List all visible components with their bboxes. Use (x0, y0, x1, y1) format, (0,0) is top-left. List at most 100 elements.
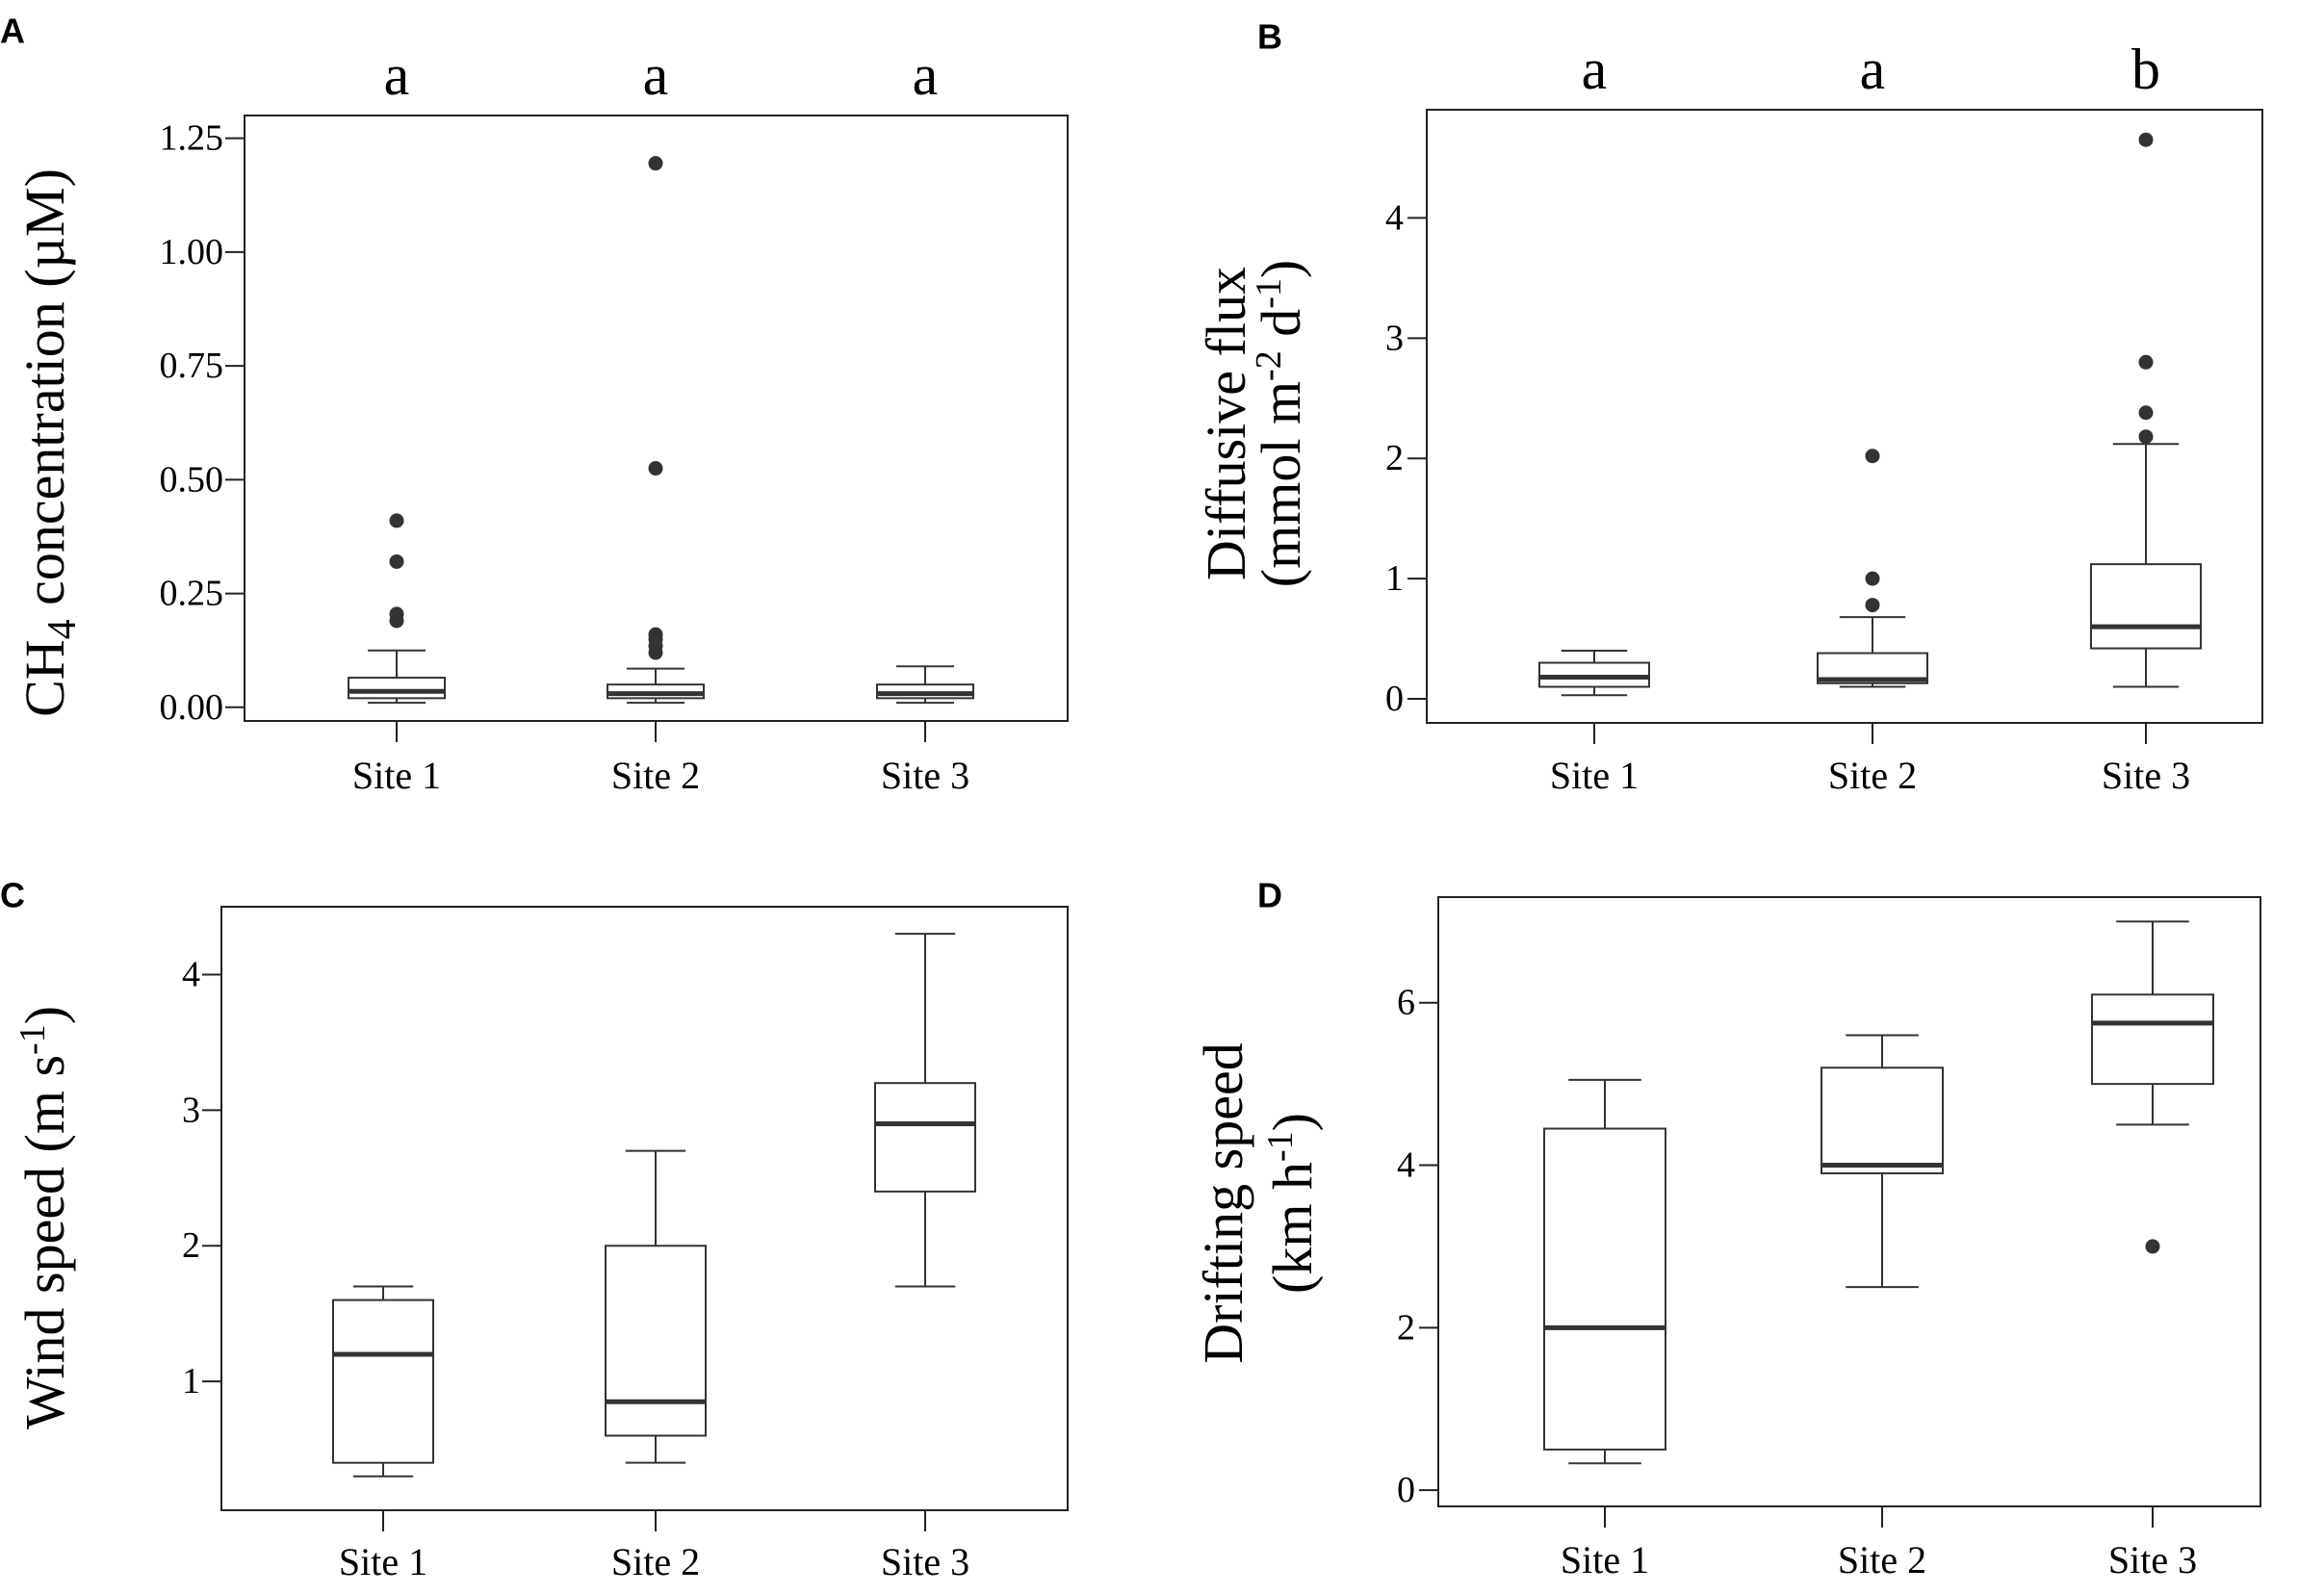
boxplot-2 (1817, 449, 1928, 688)
significance-letter: a (1582, 38, 1608, 101)
outlier-point (2138, 405, 2154, 421)
x-tick-label: Site 2 (1828, 754, 1917, 797)
y-tick-label: 4 (1397, 1145, 1415, 1186)
boxplot-3 (2090, 132, 2202, 688)
panel-letter: D (1257, 876, 1282, 915)
y-tick-label: 0.75 (160, 346, 224, 386)
outlier-point (2138, 132, 2154, 147)
y-axis-label-superscript: -1 (13, 1024, 53, 1055)
boxplot-3 (876, 665, 974, 705)
chart-panel-d: D 0 2 4 6 Site 1 Site 2 Site 3 Drifting speed (km… (1192, 876, 2261, 1581)
outlier-point (1865, 598, 1880, 613)
y-axis-label-text: ) (1250, 260, 1312, 278)
y-axis-label-text: Wind speed (m s (13, 1055, 76, 1429)
y-axis-label-subscript: 4 (40, 619, 85, 639)
y-axis-label-text: CH (13, 639, 76, 717)
plot-frame (1426, 109, 2263, 724)
y-axis-label-line1: Drifting speed (1192, 1042, 1254, 1363)
significance-letter: a (643, 43, 669, 107)
y-axis-label: CH4 concentration (µM) (13, 168, 85, 717)
iqr-box (332, 1298, 434, 1464)
y-axis-label-text: (mmol m (1250, 381, 1312, 587)
boxplot-3 (874, 933, 976, 1288)
x-tick-label: Site 1 (352, 754, 441, 797)
plot-frame (220, 906, 1069, 1511)
significance-letter: a (1860, 38, 1886, 101)
y-tick-label: 6 (1397, 983, 1415, 1023)
y-axis-label-superscript: -1 (1249, 278, 1289, 309)
y-axis-label-text: ) (13, 1006, 76, 1024)
y-tick-label: 2 (1385, 438, 1404, 478)
panel-letter: B (1257, 17, 1282, 57)
x-tick-label: Site 2 (1838, 1538, 1926, 1581)
significance-letter: b (2131, 38, 2160, 101)
chart-panel-b: B 0 1 2 3 4 Site 1 Site 2 Site 3 a a b Diffusive flu… (1195, 17, 2263, 797)
y-tick-label: 0 (1385, 679, 1404, 719)
chart-panel-a: A 0.00 0.25 0.50 0.75 1.00 1.25 Site 1 Site 2 Sit… (0, 12, 1069, 797)
outlier-point (2145, 1239, 2160, 1254)
x-tick-label: Site 3 (2102, 754, 2190, 797)
boxplot-1 (1543, 1078, 1666, 1465)
iqr-box (874, 1082, 976, 1193)
iqr-box (1543, 1127, 1666, 1451)
y-axis-label-text: (km h (1261, 1162, 1324, 1294)
significance-letter: a (384, 43, 410, 107)
iqr-box (2090, 563, 2202, 650)
y-tick-label: 0.50 (160, 459, 224, 500)
y-axis-label-line2: (mmol m-2 d-1) (1249, 260, 1312, 587)
y-axis-label-superscript: -2 (1249, 350, 1289, 381)
y-tick-label: 1 (1385, 558, 1404, 599)
outlier-point (648, 627, 663, 642)
y-tick-label: 0 (1397, 1470, 1415, 1510)
y-tick-label: 0.00 (160, 687, 224, 728)
x-tick-label: Site 3 (881, 1540, 969, 1583)
x-tick-label: Site 3 (881, 754, 969, 797)
y-axis-label-text: concentration (µM) (13, 168, 76, 619)
significance-letter: a (913, 43, 939, 107)
chart-panel-c: C 1 2 3 4 Site 1 Site 2 Site 3 Wind speed (m s-1… (0, 876, 1069, 1583)
outlier-point (389, 553, 404, 569)
outlier-point (1865, 571, 1880, 586)
outlier-point (1865, 449, 1880, 464)
iqr-box (1820, 1067, 1944, 1174)
y-tick-label: 3 (182, 1090, 200, 1130)
boxplot-2 (607, 156, 705, 705)
y-tick-label: 1 (182, 1361, 200, 1401)
boxplot-1 (1538, 650, 1650, 697)
x-tick-label: Site 1 (339, 1540, 427, 1583)
boxplot-2 (1820, 1034, 1944, 1289)
x-tick-label: Site 2 (611, 754, 700, 797)
y-axis-label-text: d (1250, 309, 1312, 351)
y-axis-label-line2: (km h-1) (1260, 1113, 1324, 1294)
y-axis-label-line1: Diffusive flux (1195, 267, 1257, 580)
y-tick-label: 4 (1385, 197, 1404, 238)
iqr-box (605, 1245, 707, 1437)
plot-frame (1437, 896, 2261, 1507)
panel-letter: C (0, 876, 25, 915)
y-axis-label-superscript: -1 (1260, 1131, 1301, 1162)
y-tick-label: 0.25 (160, 574, 224, 614)
y-tick-label: 3 (1385, 318, 1404, 358)
boxplot-1 (332, 1285, 434, 1478)
outlier-point (648, 461, 663, 476)
y-tick-label: 2 (1397, 1307, 1415, 1348)
boxplot-1 (348, 513, 446, 705)
boxplot-2 (605, 1149, 707, 1464)
outlier-point (389, 606, 404, 622)
iqr-box (2091, 993, 2214, 1086)
panel-letter: A (0, 12, 25, 51)
x-tick-label: Site 3 (2108, 1538, 2197, 1581)
y-axis-label: Wind speed (m s-1) (13, 1006, 76, 1429)
y-tick-label: 4 (182, 954, 200, 994)
x-tick-label: Site 1 (1550, 754, 1639, 797)
y-tick-label: 1.25 (160, 118, 224, 159)
outlier-point (648, 156, 663, 171)
y-tick-label: 1.00 (160, 232, 224, 272)
y-tick-label: 2 (182, 1225, 200, 1266)
iqr-box (348, 677, 446, 700)
outlier-point (2138, 354, 2154, 370)
y-axis-label-text: ) (1261, 1113, 1324, 1131)
x-tick-label: Site 1 (1561, 1538, 1649, 1581)
outlier-point (389, 513, 404, 528)
